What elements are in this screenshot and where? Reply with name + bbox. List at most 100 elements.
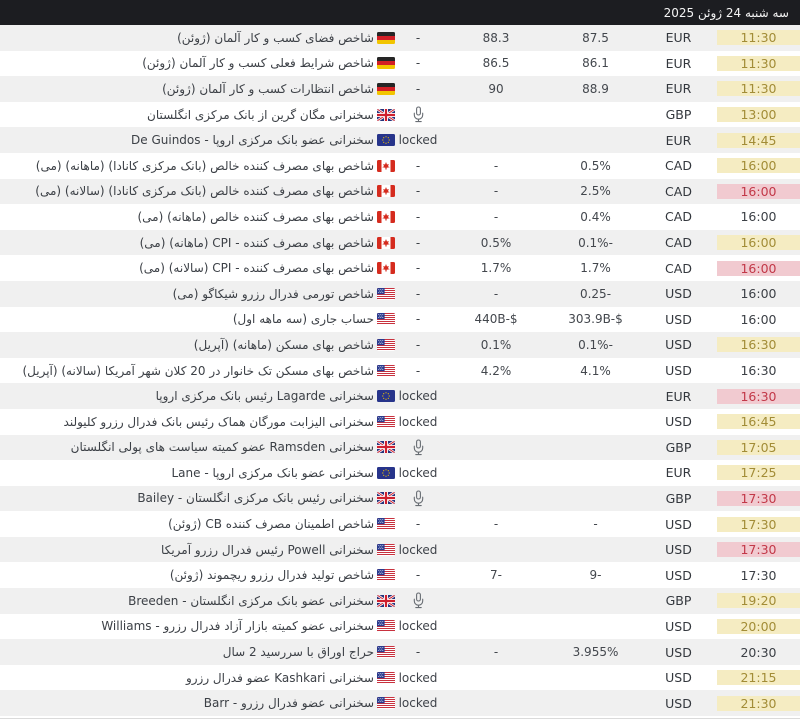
event-row[interactable]: شاخص بهای مصرف کننده خالص (بانک مرکزی کا… [0,152,800,179]
currency-code: GBP [665,439,692,455]
country-flag-cell [377,307,395,333]
event-row[interactable]: شاخص اطمینان مصرف کننده CB (ژوئن) - - - … [0,511,800,537]
event-time-cell: 17:05 [717,435,800,461]
event-time-cell: 17:30 [717,486,800,512]
country-flag-cell [377,25,395,51]
currency-code: EUR [665,55,692,71]
event-title: شاخص انتظارات کسب و کار آلمان (ژوئن) [162,81,374,96]
currency-code: GBP [665,107,692,123]
event-time: 19:20 [717,593,800,609]
event-row[interactable]: شاخص بهای مصرف کننده - CPI (ماهانه) (می)… [0,229,800,256]
previous-value [551,127,640,153]
event-row[interactable]: شاخص بهای مسکن (ماهانه) (آپریل) - 0.1% 0… [0,332,800,358]
event-row[interactable]: سخنرانی Powell رئیس فدرال رزرو آمریکا lo… [0,536,800,563]
us-flag-icon [377,338,395,351]
eu-flag-icon [377,134,395,147]
event-row[interactable]: شاخص فضای کسب و کار آلمان (ژوئن) - 88.3 … [0,25,800,51]
event-title-cell: شاخص تولید فدرال رزرو ریچموند (ژوئن) [0,562,377,588]
event-time: 17:30 [717,542,800,558]
event-time: 14:45 [717,132,800,148]
currency-code: EUR [665,132,692,148]
event-title-cell: شاخص بهای مصرف کننده - CPI (ماهانه) (می) [0,230,377,256]
event-time-cell: 16:45 [717,409,800,435]
actual-cell [395,102,441,128]
currency-code: USD [665,286,692,302]
forecast-value: 0.5% [480,235,512,250]
event-row[interactable]: حراج اوراق با سررسید 2 سال - - 3.955% US… [0,639,800,665]
country-flag-cell [377,383,395,409]
event-row[interactable]: سخنرانی Lagarde رئیس بانک مرکزی اروپا lo… [0,383,800,409]
event-row[interactable]: سخنرانی Ramsden عضو کمیته سیاست های پولی… [0,434,800,461]
forecast-value [441,690,551,716]
event-time: 16:00 [717,260,800,276]
calendar-date-label: سه شنبه 24 ژوئن 2025 [663,5,789,20]
event-time-cell: 13:00 [717,102,800,128]
country-flag-cell [377,486,395,512]
event-row[interactable]: شاخص انتظارات کسب و کار آلمان (ژوئن) - 9… [0,76,800,102]
previous-value: 2.5% [580,184,611,199]
event-time: 11:30 [717,55,800,71]
currency-code: EUR [665,81,692,97]
event-time-cell: 17:25 [717,460,800,486]
currency-code: USD [665,414,692,430]
event-row[interactable]: حساب جاری (سه ماهه اول) - 440B-$ 303.9B-… [0,306,800,333]
event-title-cell: سخنرانی الیزابت مورگان هماک رئیس بانک فد… [0,409,377,435]
event-time: 20:30 [740,644,777,660]
event-title: سخنرانی رئیس بانک مرکزی انگلستان - Baile… [137,491,374,506]
event-row[interactable]: سخنرانی عضو فدرال رزرو - Barr locked USD… [0,690,800,717]
event-title-cell: شاخص بهای مصرف کننده خالص (ماهانه) (می) [0,204,377,230]
canada-flag-icon [377,159,395,172]
event-row[interactable]: شاخص تولید فدرال رزرو ریچموند (ژوئن) - 7… [0,562,800,589]
event-title-cell: شاخص فضای کسب و کار آلمان (ژوئن) [0,25,377,51]
event-row[interactable]: سخنرانی عضو بانک مرکزی انگلستان - Breede… [0,588,800,614]
previous-value [551,383,640,409]
event-row[interactable]: شاخص شرایط فعلی کسب و کار آلمان (ژوئن) -… [0,50,800,77]
currency-code: USD [665,337,692,353]
event-title: شاخص تولید فدرال رزرو ریچموند (ژوئن) [169,568,374,583]
microphone-icon [413,490,423,507]
event-row[interactable]: سخنرانی رئیس بانک مرکزی انگلستان - Baile… [0,485,800,512]
actual-cell [395,588,441,614]
event-title: شاخص اطمینان مصرف کننده CB (ژوئن) [168,517,374,532]
event-row[interactable]: سخنرانی عضو بانک مرکزی اروپا - De Guindo… [0,127,800,153]
country-flag-cell [377,358,395,384]
event-row[interactable]: شاخص بهای مصرف کننده خالص (بانک مرکزی کا… [0,178,800,205]
forecast-value [441,435,551,461]
event-title-cell: شاخص بهای مسکن تک خانوار در 20 کلان شهر … [0,358,377,384]
country-flag-cell [377,332,395,358]
event-row[interactable]: شاخص بهای مسکن تک خانوار در 20 کلان شهر … [0,357,800,384]
event-row[interactable]: سخنرانی عضو بانک مرکزی اروپا - Lane lock… [0,460,800,486]
event-row[interactable]: شاخص تورمی فدرال رزرو شیکاگو (می) - - 0.… [0,280,800,307]
previous-value [551,460,640,486]
actual-cell: - [415,184,421,199]
actual-cell: - [415,56,421,71]
event-title-cell: سخنرانی Powell رئیس فدرال رزرو آمریکا [0,537,377,563]
event-row[interactable]: سخنرانی عضو کمیته بازار آزاد فدرال رزرو … [0,613,800,640]
event-title: شاخص بهای مصرف کننده خالص (بانک مرکزی کا… [35,158,374,173]
forecast-value: 90 [488,81,504,96]
country-flag-cell [377,460,395,486]
us-flag-icon [377,646,395,659]
currency-code: EUR [665,30,692,46]
event-row[interactable]: سخنرانی Kashkari عضو فدرال رزرو locked U… [0,664,800,691]
currency-code: USD [665,516,692,532]
event-time-cell: 16:00 [717,153,800,179]
event-title: شاخص شرایط فعلی کسب و کار آلمان (ژوئن) [142,56,374,71]
previous-value: 88.9 [582,81,609,96]
forecast-value [441,614,551,640]
country-flag-cell [377,102,395,128]
forecast-value [441,102,551,128]
event-time: 16:00 [740,286,777,302]
event-row[interactable]: سخنرانی الیزابت مورگان هماک رئیس بانک فد… [0,408,800,435]
forecast-value: - [493,645,499,660]
event-title-cell: سخنرانی عضو بانک مرکزی انگلستان - Breede… [0,588,377,614]
canada-flag-icon [377,210,395,223]
currency-code: USD [665,695,692,711]
event-time-cell: 17:30 [717,537,800,563]
microphone-icon [413,592,423,609]
event-row[interactable]: سخنرانی مگان گرین از بانک مرکزی انگلستان… [0,101,800,128]
event-row[interactable]: شاخص بهای مصرف کننده خالص (ماهانه) (می) … [0,204,800,230]
event-row[interactable]: شاخص بهای مصرف کننده - CPI (سالانه) (می)… [0,255,800,281]
forecast-value: 1.7% [480,261,512,276]
us-flag-icon [377,620,395,633]
